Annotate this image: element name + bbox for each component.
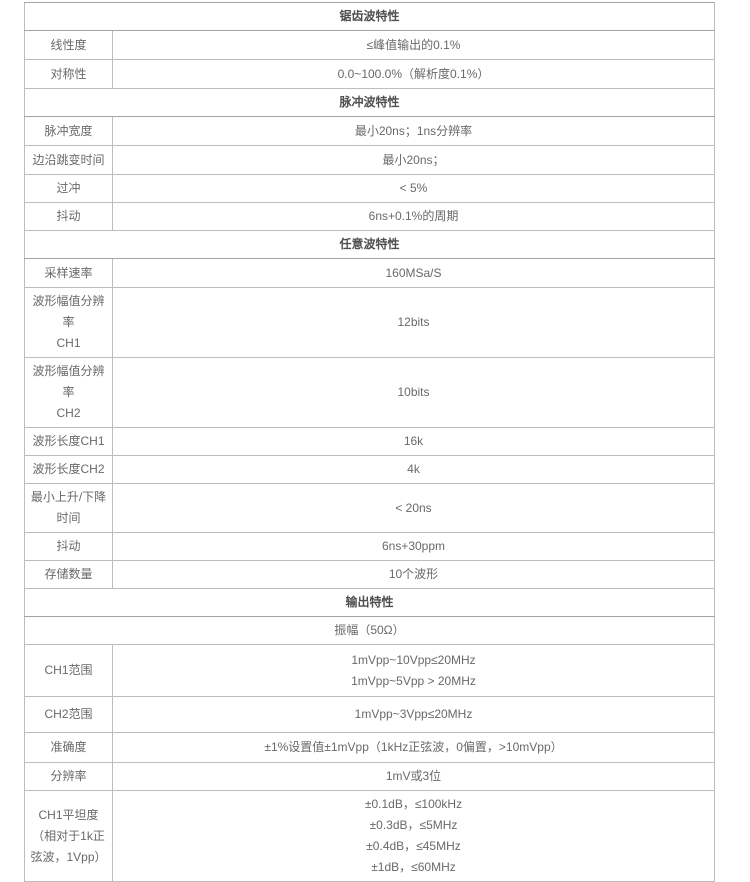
section-header-row: 输出特性	[24, 588, 715, 617]
spec-label: 波形长度CH2	[24, 455, 113, 484]
spec-value: ≤峰值输出的0.1%	[112, 30, 715, 60]
spec-value: 10个波形	[112, 560, 715, 589]
spec-row: 边沿跳变时间 最小20ns；	[24, 145, 715, 175]
spec-row: 分辨率 1mV或3位	[24, 762, 715, 791]
spec-value: 6ns+0.1%的周期	[112, 202, 715, 231]
spec-value: 12bits	[112, 287, 715, 358]
spec-value: 16k	[112, 427, 715, 456]
spec-row: 过冲 < 5%	[24, 174, 715, 203]
spec-row: CH1范围 1mVpp~10Vpp≤20MHz 1mVpp~5Vpp > 20M…	[24, 644, 715, 697]
spec-row: 最小上升/下降 时间 < 20ns	[24, 483, 715, 533]
spec-row: 准确度 ±1%设置值±1mVpp（1kHz正弦波，0偏置，>10mVpp）	[24, 732, 715, 763]
spec-row: CH1平坦度 （相对于1k正 弦波，1Vpp） ±0.1dB，≤100kHz ±…	[24, 790, 715, 882]
section-title: 输出特性	[24, 588, 715, 617]
spec-value: 10bits	[112, 357, 715, 428]
spec-value: 160MSa/S	[112, 258, 715, 288]
spec-value: 6ns+30ppm	[112, 532, 715, 561]
section-title: 锯齿波特性	[24, 2, 715, 31]
spec-label: 准确度	[24, 732, 113, 763]
spec-row: 波形长度CH1 16k	[24, 427, 715, 456]
spec-label: 对称性	[24, 59, 113, 89]
spec-label: 分辨率	[24, 762, 113, 791]
spec-value: ±1%设置值±1mVpp（1kHz正弦波，0偏置，>10mVpp）	[112, 732, 715, 763]
spec-value: 最小20ns；1ns分辨率	[112, 116, 715, 146]
spec-label: 脉冲宽度	[24, 116, 113, 146]
spec-row: 抖动 6ns+0.1%的周期	[24, 202, 715, 231]
section-header-row: 脉冲波特性	[24, 88, 715, 117]
spec-label: 边沿跳变时间	[24, 145, 113, 175]
spec-row: 脉冲宽度 最小20ns；1ns分辨率	[24, 116, 715, 146]
spec-row: 对称性 0.0~100.0%（解析度0.1%）	[24, 59, 715, 89]
spec-label: 抖动	[24, 532, 113, 561]
spec-label: 抖动	[24, 202, 113, 231]
spec-row: 波形幅值分辨率 CH2 10bits	[24, 357, 715, 428]
spec-row: 波形长度CH2 4k	[24, 455, 715, 484]
spec-value: 1mV或3位	[112, 762, 715, 791]
spec-label: 过冲	[24, 174, 113, 203]
spec-row: 抖动 6ns+30ppm	[24, 532, 715, 561]
spec-label: 波形幅值分辨率 CH2	[24, 357, 113, 428]
spec-value: 4k	[112, 455, 715, 484]
spec-value: 0.0~100.0%（解析度0.1%）	[112, 59, 715, 89]
fullwidth-row: 振幅（50Ω）	[24, 616, 715, 645]
spec-value: 最小20ns；	[112, 145, 715, 175]
section-header-row: 任意波特性	[24, 230, 715, 259]
spec-label: 采样速率	[24, 258, 113, 288]
spec-value: < 20ns	[112, 483, 715, 533]
spec-label: CH1范围	[24, 644, 113, 697]
spec-value: ±0.1dB，≤100kHz ±0.3dB，≤5MHz ±0.4dB，≤45MH…	[112, 790, 715, 882]
fullwidth-label: 振幅（50Ω）	[24, 616, 715, 645]
spec-label: CH2范围	[24, 696, 113, 733]
spec-label: CH1平坦度 （相对于1k正 弦波，1Vpp）	[24, 790, 113, 882]
spec-value: 1mVpp~3Vpp≤20MHz	[112, 696, 715, 733]
spec-label: 线性度	[24, 30, 113, 60]
spec-value: < 5%	[112, 174, 715, 203]
spec-row: CH2范围 1mVpp~3Vpp≤20MHz	[24, 696, 715, 733]
section-header-row: 锯齿波特性	[24, 2, 715, 31]
section-title: 脉冲波特性	[24, 88, 715, 117]
spec-row: 线性度 ≤峰值输出的0.1%	[24, 30, 715, 60]
spec-row: 波形幅值分辨率 CH1 12bits	[24, 287, 715, 358]
spec-value: 1mVpp~10Vpp≤20MHz 1mVpp~5Vpp > 20MHz	[112, 644, 715, 697]
spec-label: 最小上升/下降 时间	[24, 483, 113, 533]
spec-row: 存储数量 10个波形	[24, 560, 715, 589]
section-title: 任意波特性	[24, 230, 715, 259]
spec-row: 采样速率 160MSa/S	[24, 258, 715, 288]
spec-label: 波形幅值分辨率 CH1	[24, 287, 113, 358]
specification-table: 锯齿波特性 线性度 ≤峰值输出的0.1% 对称性 0.0~100.0%（解析度0…	[24, 2, 715, 882]
spec-label: 波形长度CH1	[24, 427, 113, 456]
spec-label: 存储数量	[24, 560, 113, 589]
